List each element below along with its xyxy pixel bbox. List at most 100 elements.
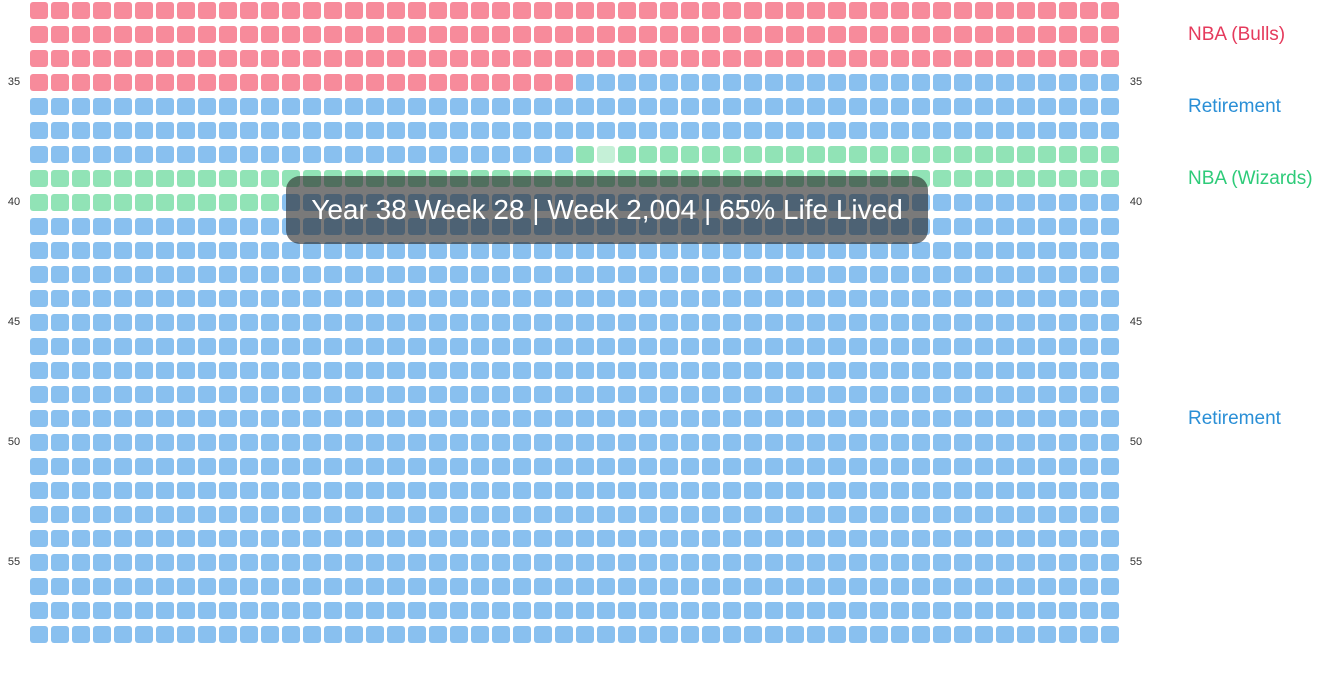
- week-cell[interactable]: [1038, 530, 1056, 547]
- week-cell[interactable]: [765, 242, 783, 259]
- week-cell[interactable]: [240, 458, 258, 475]
- week-cell[interactable]: [513, 98, 531, 115]
- week-cell[interactable]: [114, 362, 132, 379]
- week-cell[interactable]: [387, 434, 405, 451]
- week-cell[interactable]: [156, 26, 174, 43]
- week-cell[interactable]: [1038, 410, 1056, 427]
- week-cell[interactable]: [1017, 314, 1035, 331]
- week-cell[interactable]: [261, 242, 279, 259]
- week-cell[interactable]: [1101, 410, 1119, 427]
- week-cell[interactable]: [114, 170, 132, 187]
- week-cell[interactable]: [555, 578, 573, 595]
- week-cell[interactable]: [1101, 146, 1119, 163]
- week-cell[interactable]: [660, 578, 678, 595]
- week-cell[interactable]: [975, 50, 993, 67]
- week-cell[interactable]: [156, 170, 174, 187]
- week-cell[interactable]: [72, 530, 90, 547]
- week-cell[interactable]: [891, 578, 909, 595]
- week-cell[interactable]: [891, 122, 909, 139]
- week-cell[interactable]: [429, 266, 447, 283]
- week-cell[interactable]: [1038, 362, 1056, 379]
- week-cell[interactable]: [135, 362, 153, 379]
- week-cell[interactable]: [849, 314, 867, 331]
- week-cell[interactable]: [282, 602, 300, 619]
- week-cell[interactable]: [618, 626, 636, 643]
- week-cell[interactable]: [597, 314, 615, 331]
- week-cell[interactable]: [387, 122, 405, 139]
- week-cell[interactable]: [639, 410, 657, 427]
- week-cell[interactable]: [198, 506, 216, 523]
- week-cell[interactable]: [534, 530, 552, 547]
- week-cell[interactable]: [471, 266, 489, 283]
- week-cell[interactable]: [471, 530, 489, 547]
- week-cell[interactable]: [744, 50, 762, 67]
- week-cell[interactable]: [1017, 170, 1035, 187]
- week-cell[interactable]: [786, 290, 804, 307]
- week-cell[interactable]: [135, 530, 153, 547]
- week-cell[interactable]: [786, 506, 804, 523]
- week-cell[interactable]: [723, 266, 741, 283]
- week-cell[interactable]: [576, 314, 594, 331]
- week-cell[interactable]: [156, 410, 174, 427]
- week-cell[interactable]: [1059, 602, 1077, 619]
- week-cell[interactable]: [933, 170, 951, 187]
- week-cell[interactable]: [954, 74, 972, 91]
- week-cell[interactable]: [891, 602, 909, 619]
- week-cell[interactable]: [660, 530, 678, 547]
- week-cell[interactable]: [891, 50, 909, 67]
- week-cell[interactable]: [30, 506, 48, 523]
- week-cell[interactable]: [261, 194, 279, 211]
- week-cell[interactable]: [828, 458, 846, 475]
- week-cell[interactable]: [891, 626, 909, 643]
- week-cell[interactable]: [1101, 434, 1119, 451]
- week-cell[interactable]: [366, 290, 384, 307]
- week-cell[interactable]: [954, 242, 972, 259]
- week-cell[interactable]: [765, 578, 783, 595]
- week-cell[interactable]: [324, 506, 342, 523]
- week-cell[interactable]: [366, 386, 384, 403]
- week-cell[interactable]: [765, 338, 783, 355]
- week-cell[interactable]: [807, 602, 825, 619]
- week-cell[interactable]: [93, 266, 111, 283]
- week-cell[interactable]: [198, 50, 216, 67]
- week-cell[interactable]: [597, 338, 615, 355]
- week-cell[interactable]: [996, 2, 1014, 19]
- week-cell[interactable]: [72, 266, 90, 283]
- week-cell[interactable]: [450, 578, 468, 595]
- week-cell[interactable]: [492, 266, 510, 283]
- week-cell[interactable]: [891, 386, 909, 403]
- week-cell[interactable]: [513, 362, 531, 379]
- week-cell[interactable]: [114, 2, 132, 19]
- week-cell[interactable]: [534, 26, 552, 43]
- week-cell[interactable]: [912, 602, 930, 619]
- week-cell[interactable]: [849, 362, 867, 379]
- week-cell[interactable]: [387, 338, 405, 355]
- week-cell[interactable]: [555, 266, 573, 283]
- week-cell[interactable]: [723, 338, 741, 355]
- week-cell[interactable]: [702, 554, 720, 571]
- week-cell[interactable]: [135, 626, 153, 643]
- week-cell[interactable]: [408, 506, 426, 523]
- week-cell[interactable]: [513, 458, 531, 475]
- week-cell[interactable]: [870, 242, 888, 259]
- week-cell[interactable]: [450, 290, 468, 307]
- week-cell[interactable]: [933, 218, 951, 235]
- week-cell[interactable]: [177, 74, 195, 91]
- week-cell[interactable]: [786, 98, 804, 115]
- week-cell[interactable]: [576, 434, 594, 451]
- week-cell[interactable]: [765, 98, 783, 115]
- week-cell[interactable]: [366, 50, 384, 67]
- week-cell[interactable]: [72, 74, 90, 91]
- week-cell[interactable]: [912, 482, 930, 499]
- week-cell[interactable]: [366, 314, 384, 331]
- week-cell[interactable]: [786, 2, 804, 19]
- week-cell[interactable]: [954, 218, 972, 235]
- week-cell[interactable]: [261, 146, 279, 163]
- week-cell[interactable]: [408, 362, 426, 379]
- week-cell[interactable]: [1080, 290, 1098, 307]
- week-cell[interactable]: [912, 506, 930, 523]
- week-cell[interactable]: [849, 482, 867, 499]
- week-cell[interactable]: [744, 26, 762, 43]
- week-cell[interactable]: [408, 98, 426, 115]
- week-cell[interactable]: [1101, 482, 1119, 499]
